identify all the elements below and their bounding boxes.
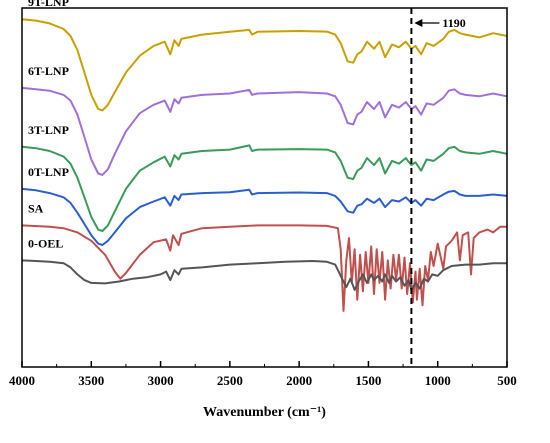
series-line-3t-lnp	[21, 144, 508, 232]
series-layer	[21, 18, 508, 312]
series-line-sa	[21, 224, 507, 312]
x-tick-label-1500: 1500	[355, 373, 381, 388]
x-tick-label-3500: 3500	[78, 373, 104, 388]
series-line-9t-lnp	[21, 18, 508, 112]
annotation-arrowhead	[414, 19, 423, 27]
series-line-0t-lnp	[21, 187, 508, 246]
x-axis-label: Wavenumber (cm⁻¹)	[203, 405, 326, 420]
x-tick-label-2500: 2500	[217, 373, 243, 388]
series-line-6t-lnp	[21, 86, 508, 176]
series-label-sa: SA	[28, 201, 44, 215]
series-line-0-oel	[21, 259, 507, 291]
plot-frame	[21, 7, 508, 368]
x-tick-label-1000: 1000	[425, 373, 451, 388]
series-label-3t-lnp: 3T-LNP	[28, 123, 69, 137]
series-label-0t-lnp: 0T-LNP	[28, 165, 69, 179]
series-labels: 9T-LNP 6T-LNP 3T-LNP 0T-LNP SA 0-OEL	[28, 0, 69, 250]
series-label-6t-lnp: 6T-LNP	[28, 64, 69, 78]
x-tick-label-500: 500	[497, 373, 517, 388]
x-tick-label-4000: 4000	[9, 373, 35, 388]
x-axis-ticks: 4000 3500 3000 2500 2000 1500 1000 500	[9, 361, 517, 388]
x-tick-label-2000: 2000	[286, 373, 312, 388]
series-label-9t-lnp: 9T-LNP	[28, 0, 69, 9]
x-tick-label-3000: 3000	[148, 373, 174, 388]
annotation-label: 1190	[442, 16, 465, 30]
series-label-0-oel: 0-OEL	[28, 236, 63, 250]
